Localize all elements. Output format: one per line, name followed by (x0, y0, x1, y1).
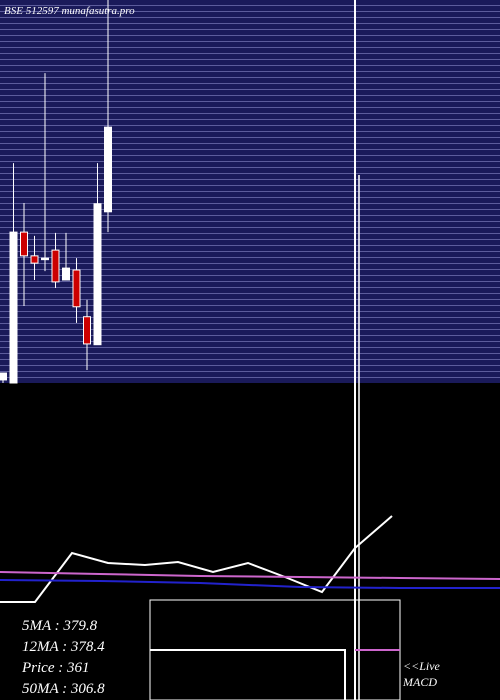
candle-body (93, 203, 102, 346)
macd-label: MACD (402, 675, 437, 689)
legend-text: Price : 361 (21, 660, 89, 676)
legend-text: 12MA : 378.4 (22, 639, 105, 655)
candle-body (51, 249, 60, 283)
macd-line (150, 649, 346, 700)
candle-body (104, 126, 112, 213)
legend-text: 50MA : 306.8 (22, 681, 105, 697)
candle-body (41, 257, 49, 261)
candle-body (0, 372, 7, 381)
candle-body (9, 231, 18, 384)
chart-title: BSE 512597 munafasutra.pro (4, 5, 135, 17)
candle-body (20, 231, 28, 257)
legend-text: 5MA : 379.8 (22, 618, 98, 634)
candle-body (30, 255, 39, 264)
candle-body (72, 269, 81, 308)
live-label: <<Live (403, 659, 441, 673)
ma-line (0, 579, 500, 589)
candle-body (62, 267, 70, 281)
ma-line (0, 571, 500, 580)
ma-line (0, 515, 393, 603)
candle-body (83, 316, 91, 345)
